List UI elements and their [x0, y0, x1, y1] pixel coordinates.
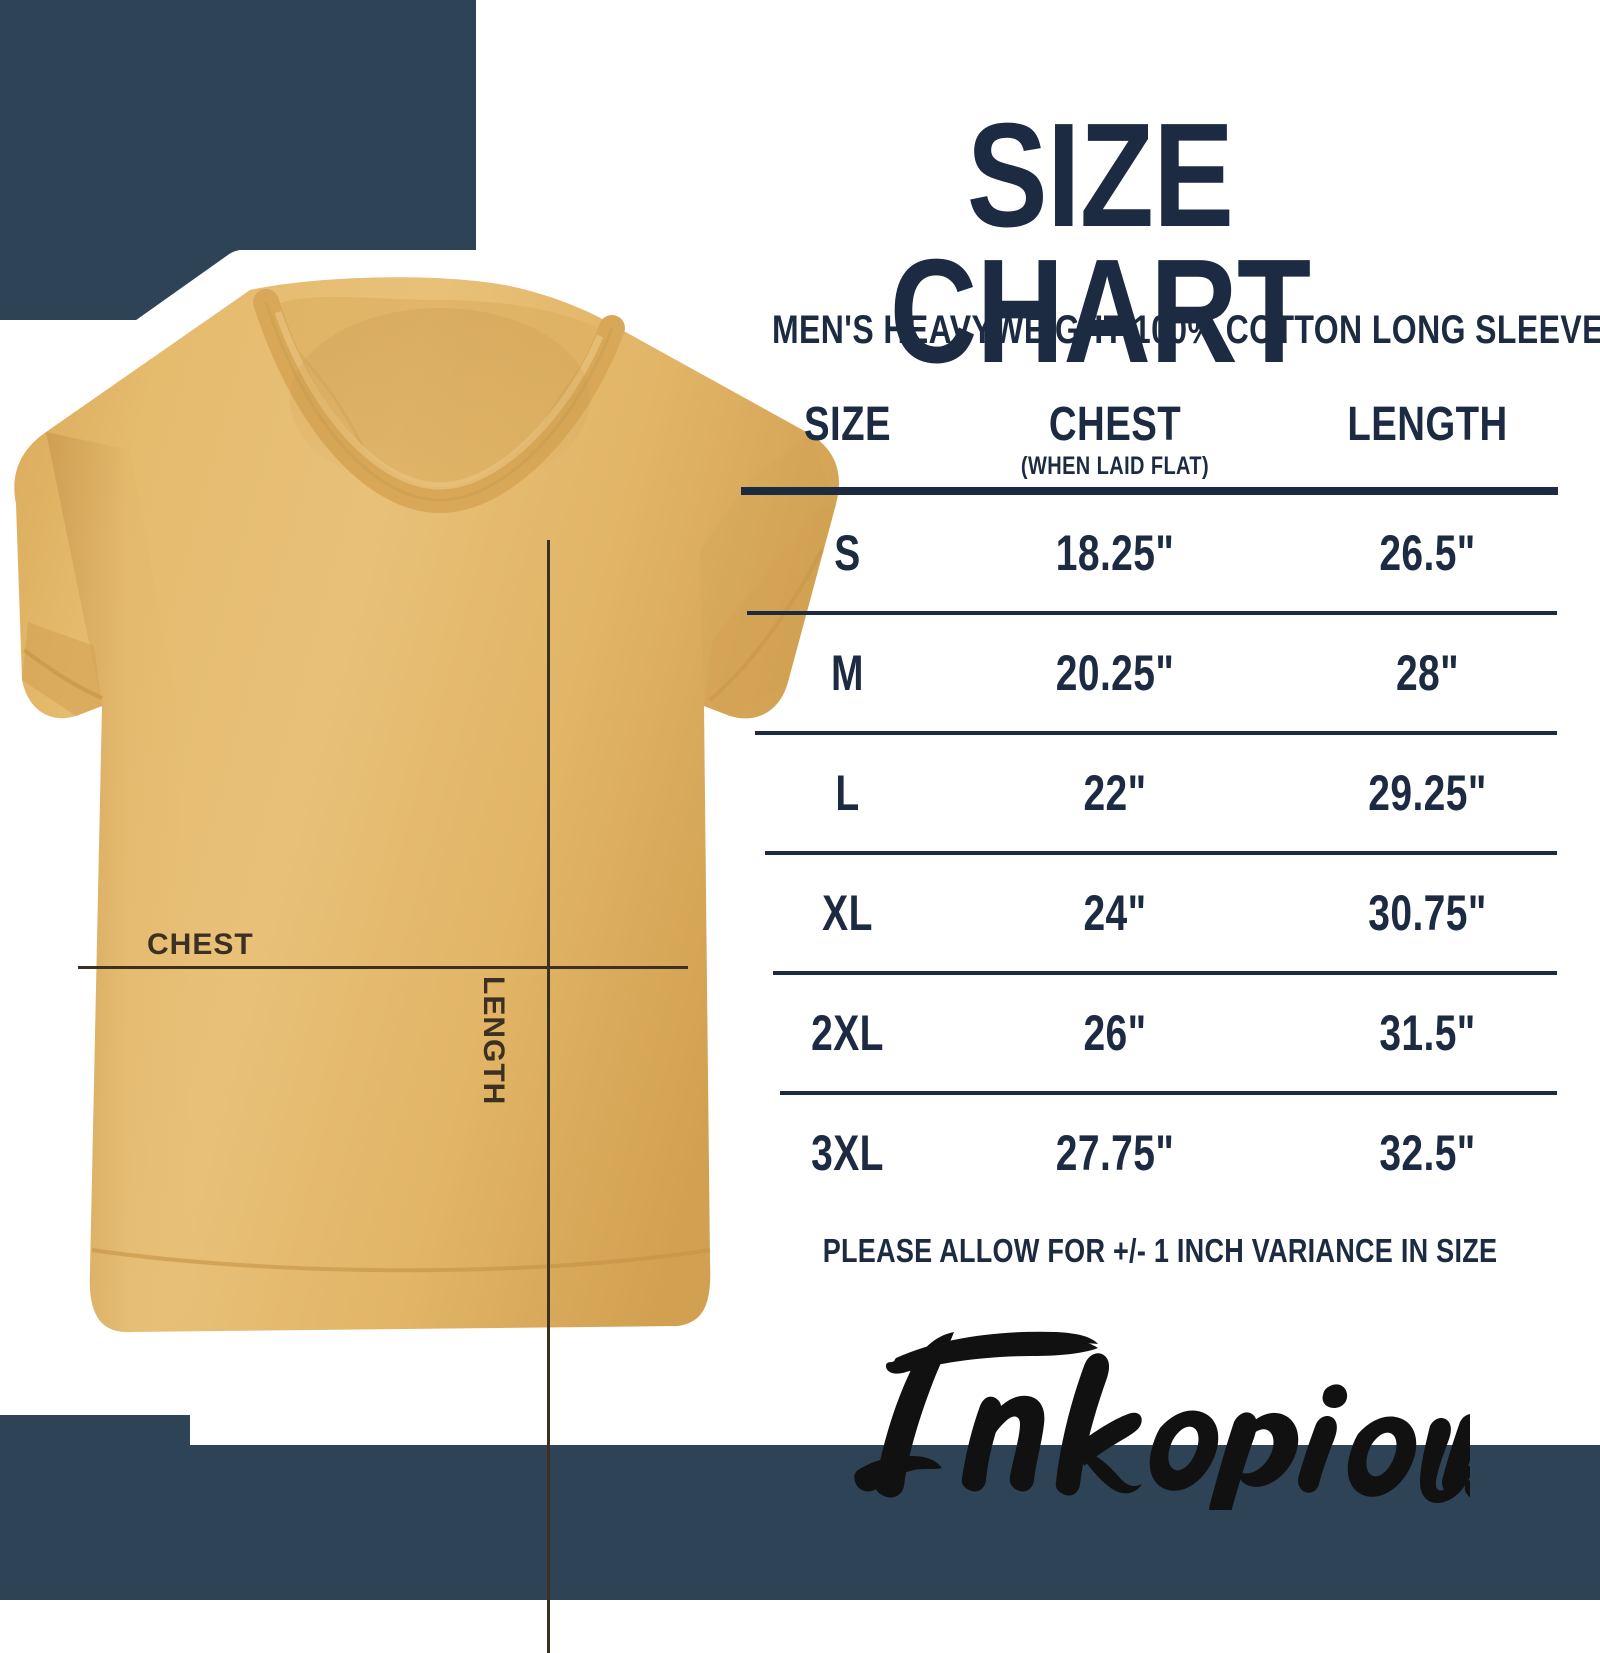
navy-panel-bottom — [0, 1445, 1600, 1600]
table-row: M 20.25" 28" — [745, 615, 1575, 731]
cell-size: S — [834, 525, 861, 582]
table-row-rule — [773, 971, 1557, 976]
page-subtitle: MEN'S HEAVYWEIGHT 100% COTTON LONG SLEEV… — [772, 308, 1600, 352]
length-measure-label: LENGTH — [477, 976, 510, 1106]
table-header-row: SIZE CHEST (WHEN LAID FLAT) LENGTH — [745, 398, 1575, 487]
cell-size: M — [831, 645, 864, 702]
brand-logo: R — [830, 1310, 1470, 1510]
length-measure-line — [547, 540, 550, 1653]
shirt-left-shadow — [46, 432, 195, 1333]
cell-size: L — [835, 765, 860, 822]
cell-length: 26.5" — [1379, 525, 1476, 582]
table-row: 3XL 27.75" 32.5" — [745, 1095, 1575, 1211]
table-header-rule — [741, 487, 1558, 496]
table-row-rule — [747, 611, 1557, 616]
chest-measure-label: CHEST — [147, 928, 254, 961]
cell-length: 30.75" — [1368, 885, 1487, 942]
table-header-chest-cell: CHEST (WHEN LAID FLAT) — [950, 398, 1280, 481]
table-row: XL 24" 30.75" — [745, 855, 1575, 971]
cuff-left — [22, 622, 102, 716]
cell-length: 29.25" — [1368, 765, 1487, 822]
column-header-chest-note: (WHEN LAID FLAT) — [1020, 452, 1210, 481]
cuff-left-stitch — [22, 648, 103, 700]
cuff-right-stitch — [708, 549, 824, 702]
table-row-rule — [755, 731, 1557, 736]
shirt-right-shadow — [700, 434, 836, 719]
cell-chest: 26" — [1083, 1005, 1147, 1062]
page-title: SIZE CHART — [889, 93, 1311, 395]
table-row-rule — [780, 1091, 1557, 1096]
table-row-rule — [765, 851, 1557, 856]
table-row: S 18.25" 26.5" — [745, 495, 1575, 611]
cell-chest: 27.75" — [1055, 1125, 1175, 1182]
logo-brush-script — [854, 1331, 1470, 1510]
chest-measure-line — [78, 966, 688, 969]
column-header-chest: CHEST — [1048, 398, 1182, 451]
hem-stitch — [91, 1248, 711, 1273]
cell-size: 3XL — [811, 1125, 884, 1182]
size-variance-disclaimer: PLEASE ALLOW FOR +/- 1 INCH VARIANCE IN … — [822, 1232, 1498, 1269]
table-row: 2XL 26" 31.5" — [745, 975, 1575, 1091]
shirt-illustration — [10, 250, 860, 1369]
cell-size: 2XL — [811, 1005, 884, 1062]
table-header-length-cell: LENGTH — [1280, 398, 1575, 451]
cell-chest: 24" — [1083, 885, 1147, 942]
column-header-length: LENGTH — [1347, 398, 1508, 451]
cell-chest: 18.25" — [1055, 525, 1175, 582]
product-shirt-image: CHEST LENGTH — [10, 250, 860, 1653]
size-table: SIZE CHEST (WHEN LAID FLAT) LENGTH S 18.… — [741, 398, 1575, 1211]
column-header-size: SIZE — [804, 398, 891, 451]
navy-panel-bottom-riser — [0, 1415, 190, 1445]
neck-opening-shade — [290, 308, 590, 492]
cuff-right — [704, 504, 836, 716]
cell-size: XL — [822, 885, 873, 942]
size-chart-panel: SIZE CHART MEN'S HEAVYWEIGHT 100% COTTON… — [690, 0, 1600, 1600]
cell-length: 31.5" — [1379, 1005, 1476, 1062]
cell-chest: 20.25" — [1055, 645, 1175, 702]
inkopious-wordmark: R — [854, 1331, 1470, 1510]
cell-length: 28" — [1395, 645, 1460, 702]
table-header-size-cell: SIZE — [745, 398, 950, 451]
table-row: L 22" 29.25" — [745, 735, 1575, 851]
cell-length: 32.5" — [1379, 1125, 1476, 1182]
cell-chest: 22" — [1083, 765, 1147, 822]
shirt-body — [14, 277, 839, 1333]
